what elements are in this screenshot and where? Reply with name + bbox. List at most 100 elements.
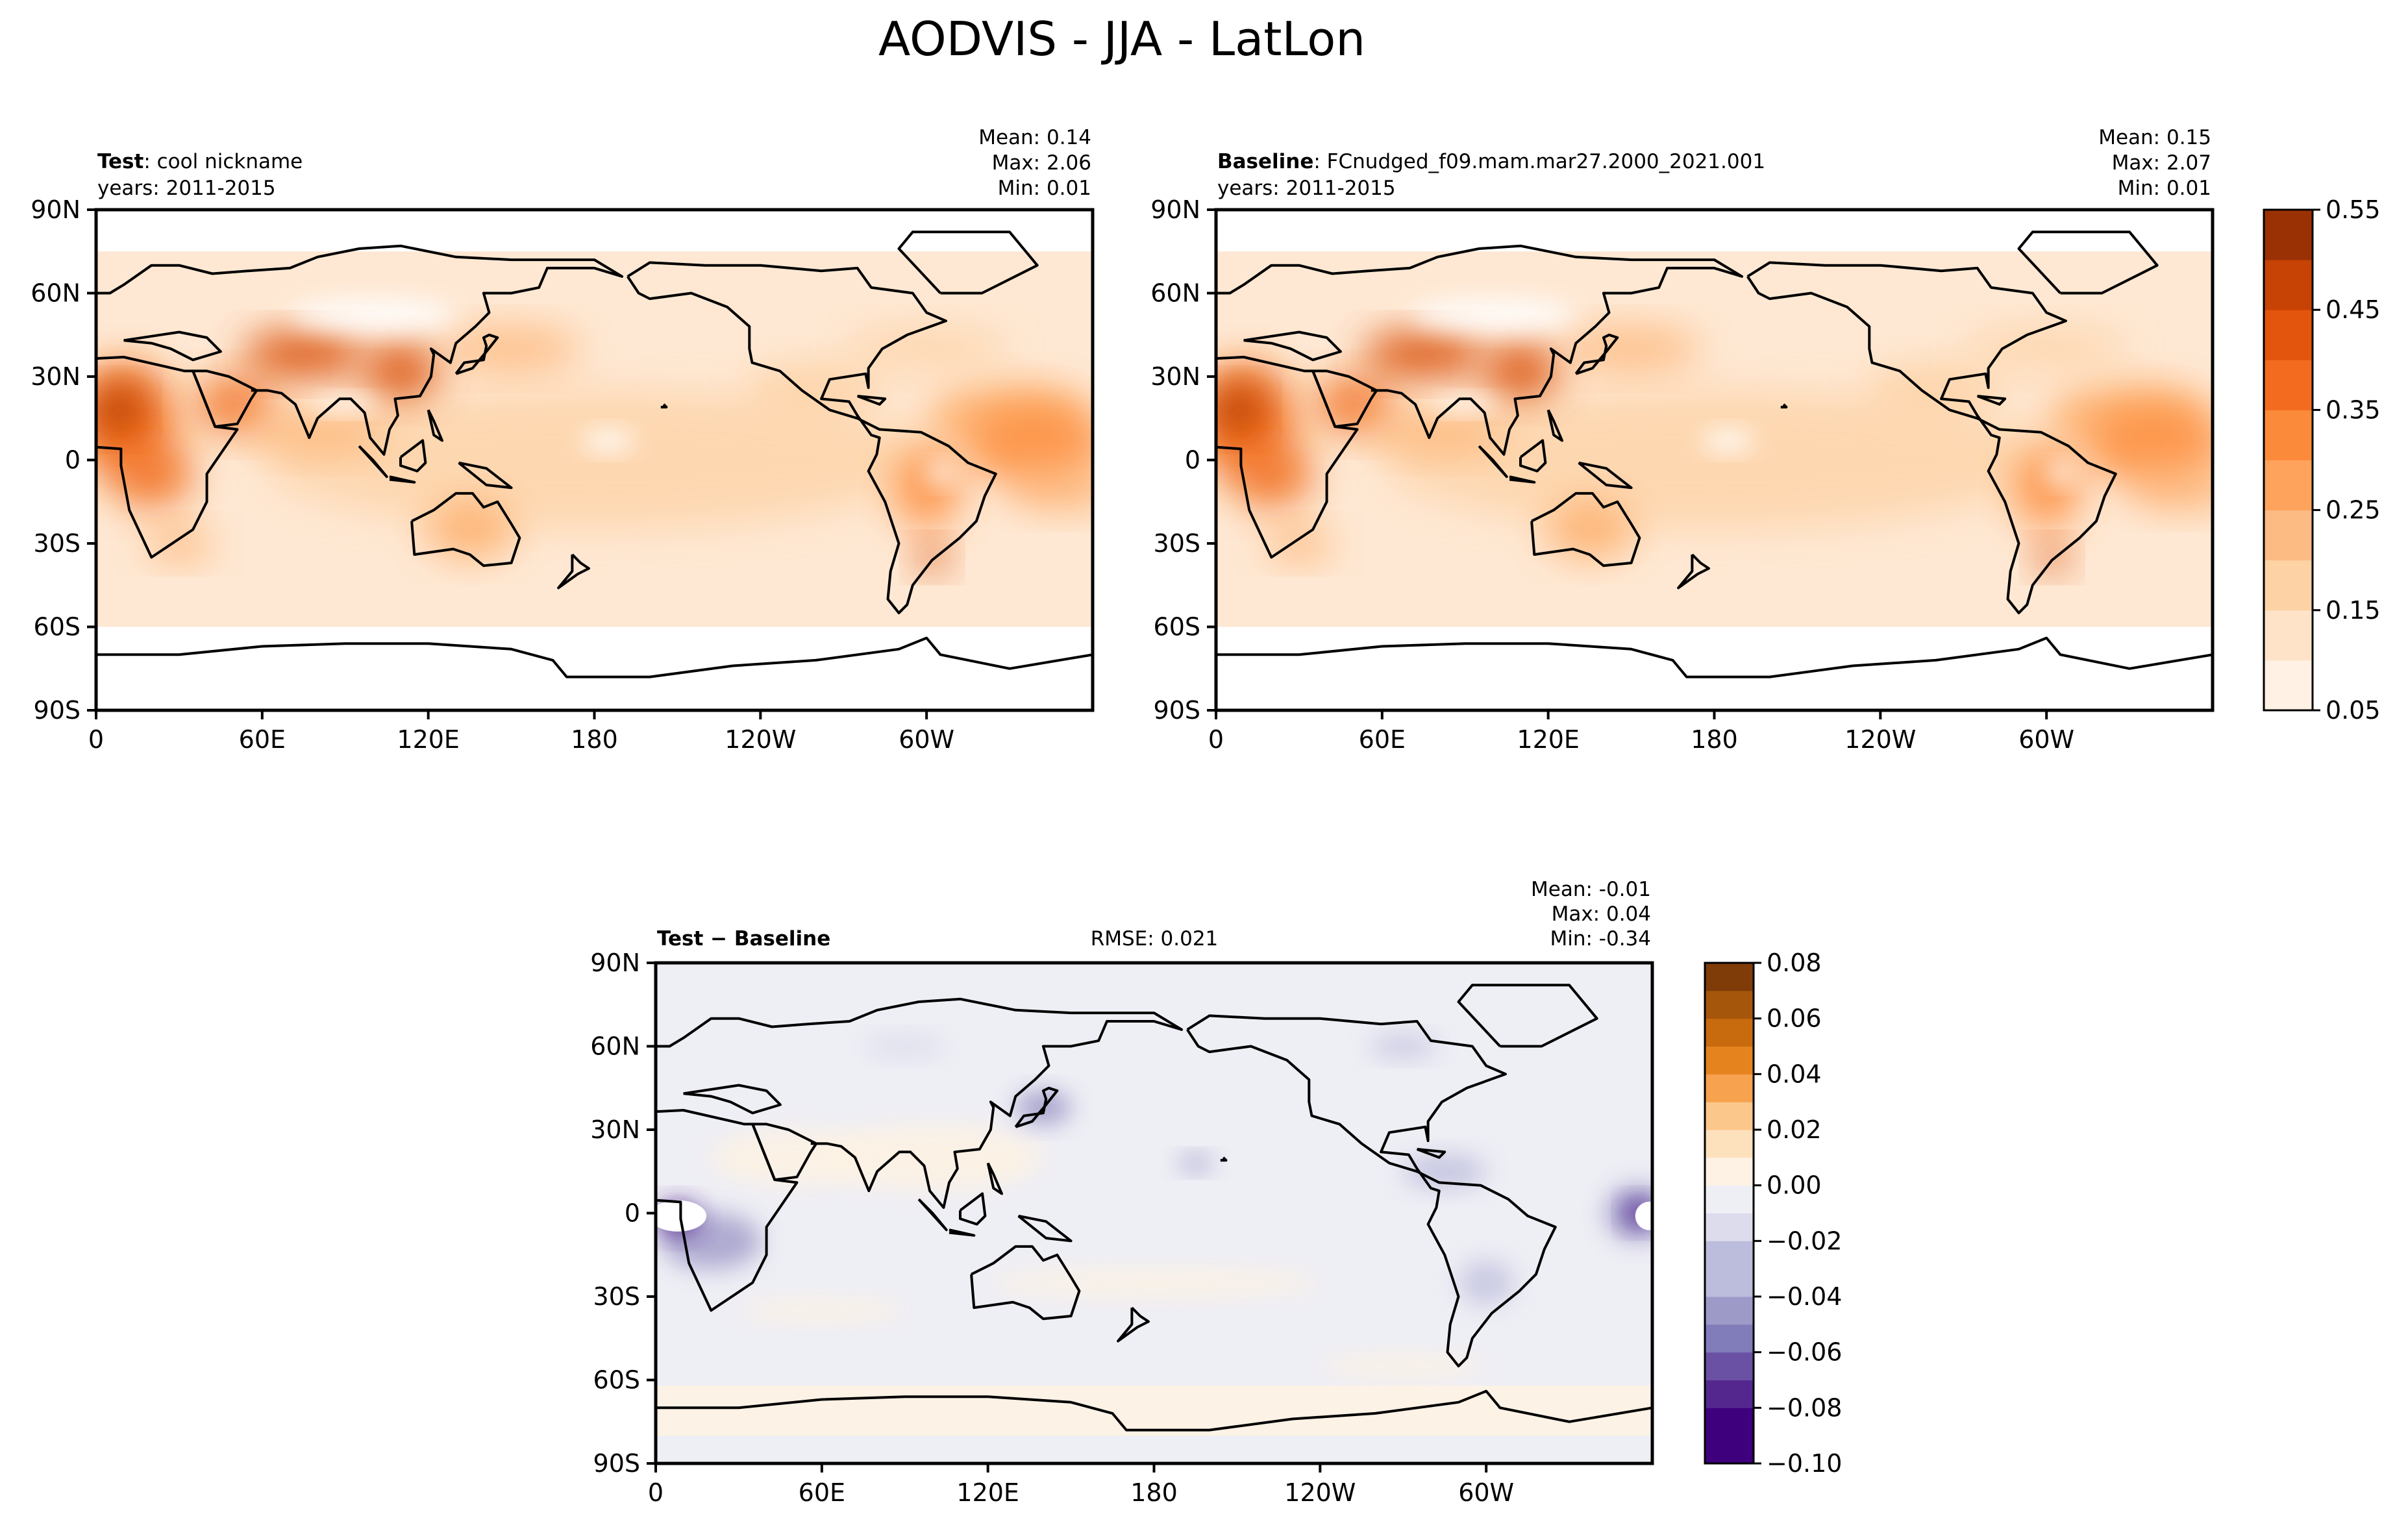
- lon-tick-label: 120W: [1284, 1478, 1356, 1507]
- test-years: years: 2011-2015: [97, 177, 276, 200]
- coastline: [1186, 1014, 1557, 1368]
- lon-tick-label: 0: [88, 725, 104, 754]
- coastline: [959, 1192, 987, 1226]
- axes-baseline: 90N 60N 30N 0 30S 60S 90S 0 60E 120E 180 120W 60W: [1150, 195, 2074, 754]
- coastline: [856, 395, 887, 406]
- lat-tick-label: 90N: [31, 195, 81, 224]
- colorbar-segment: [2264, 660, 2313, 711]
- lat-tick-label: 30N: [1150, 362, 1200, 391]
- diff-max: Max: 0.04: [1552, 902, 1651, 926]
- test-title-bold: Test: [97, 150, 144, 173]
- colorbar-segment: [1705, 1269, 1754, 1297]
- coastline: [1014, 1086, 1059, 1128]
- coastline: [2017, 230, 2159, 295]
- colorbar-segment: [1705, 963, 1754, 991]
- lat-tick-label: 90N: [590, 949, 640, 977]
- coastline: [427, 409, 443, 442]
- lon-tick-label: 120W: [725, 725, 796, 754]
- colorbar-label: −0.10: [1767, 1449, 1842, 1478]
- lon-tick-label: 60W: [1458, 1478, 1514, 1507]
- lon-tick-label: 0: [1208, 725, 1224, 754]
- coastline: [1216, 356, 1359, 559]
- coastline: [1216, 244, 1744, 456]
- panel-difference: Test − Baseline RMSE: 0.021 Mean: -0.01 …: [590, 878, 1654, 1507]
- lon-tick-label: 60E: [239, 725, 286, 754]
- colorbar-segment: [2264, 560, 2313, 611]
- lon-tick-label: 120W: [1844, 725, 1916, 754]
- coastline: [1509, 475, 1536, 484]
- lon-tick-label: 180: [571, 725, 618, 754]
- svg-text:Baseline: FCnudged_f09.mam.mar: Baseline: FCnudged_f09.mam.mar27.2000_20…: [1217, 150, 1765, 173]
- lat-tick-label: 60N: [31, 279, 81, 308]
- colorbar-label: 0.04: [1767, 1060, 1822, 1088]
- lat-tick-label: 0: [625, 1199, 640, 1228]
- lon-tick-label: 120E: [1517, 725, 1580, 754]
- colorbar-label: 0.45: [2326, 295, 2381, 324]
- map-difference: [656, 963, 1652, 1463]
- lon-tick-label: 0: [648, 1478, 664, 1507]
- colorbar-segment: [2264, 410, 2313, 460]
- lon-tick-label: 60W: [899, 725, 954, 754]
- lat-tick-label: 60N: [590, 1032, 640, 1061]
- coastline: [683, 1084, 782, 1115]
- coastline: [1017, 1214, 1073, 1243]
- coastline: [656, 1389, 1652, 1432]
- coastline: [1780, 403, 1788, 409]
- lat-tick-label: 30N: [31, 362, 81, 391]
- coastline: [123, 330, 222, 362]
- coastline: [96, 356, 239, 559]
- coastline: [627, 261, 997, 615]
- coastline: [917, 1198, 948, 1232]
- colorbar-segment: [1705, 1324, 1754, 1353]
- coastline: [986, 1162, 1003, 1195]
- colorbar-segment: [2264, 460, 2313, 511]
- test-mean: Mean: 0.14: [978, 126, 1091, 149]
- baseline-years: years: 2011-2015: [1217, 177, 1396, 200]
- colorbar-label: 0.25: [2326, 496, 2381, 525]
- panel-test: Test: cool nickname years: 2011-2015 Mea…: [31, 126, 1095, 754]
- colorbar-segment: [1705, 990, 1754, 1019]
- colorbar-segment: [1705, 1102, 1754, 1130]
- coastline: [970, 1245, 1081, 1321]
- coastline: [949, 1228, 976, 1237]
- coastline: [358, 445, 388, 479]
- lat-tick-label: 0: [1185, 446, 1200, 475]
- coastline: [656, 1109, 799, 1312]
- baseline-max: Max: 2.07: [2112, 151, 2211, 175]
- coastline: [458, 461, 513, 490]
- coastline: [751, 1123, 818, 1182]
- baseline-title-bold: Baseline: [1217, 150, 1313, 173]
- coastline: [399, 439, 427, 473]
- coastline: [1457, 984, 1598, 1048]
- colorbar-bottom: 0.08 0.06 0.04 0.02 0.00 −0.02 −0.04 −0.06 −0.08…: [1704, 949, 1842, 1478]
- lat-tick-label: 60S: [593, 1366, 640, 1395]
- colorbar-label: −0.08: [1767, 1393, 1842, 1422]
- coastline: [96, 636, 1093, 678]
- colorbar-segment: [1705, 1241, 1754, 1269]
- coastline: [1530, 491, 1641, 567]
- colorbar-segment: [1705, 1046, 1754, 1075]
- colorbar-label: 0.05: [2326, 696, 2381, 725]
- lon-tick-label: 60E: [799, 1478, 845, 1507]
- figure-title: AODVIS - JJA - LatLon: [878, 12, 1365, 66]
- lat-tick-label: 60S: [34, 613, 81, 641]
- colorbar-segment: [2264, 210, 2313, 260]
- colorbar-segment: [2264, 510, 2313, 561]
- colorbar-label: −0.02: [1767, 1226, 1842, 1255]
- lat-tick-label: 90S: [34, 696, 81, 725]
- colorbar-label: 0.08: [1767, 949, 1822, 977]
- coastline: [1311, 369, 1378, 429]
- coastline: [557, 553, 590, 590]
- coastline: [1519, 439, 1547, 473]
- coastline: [1574, 333, 1619, 375]
- lon-tick-label: 120E: [397, 725, 460, 754]
- colorbar-segment: [1705, 1018, 1754, 1047]
- colorbar-label: 0.15: [2326, 596, 2381, 625]
- coastline: [410, 491, 521, 567]
- coastline: [96, 244, 624, 456]
- colorbar-segment: [1705, 1130, 1754, 1158]
- colorbar-segment: [1705, 1408, 1754, 1436]
- coastline: [454, 333, 499, 375]
- lon-tick-label: 60W: [2018, 725, 2074, 754]
